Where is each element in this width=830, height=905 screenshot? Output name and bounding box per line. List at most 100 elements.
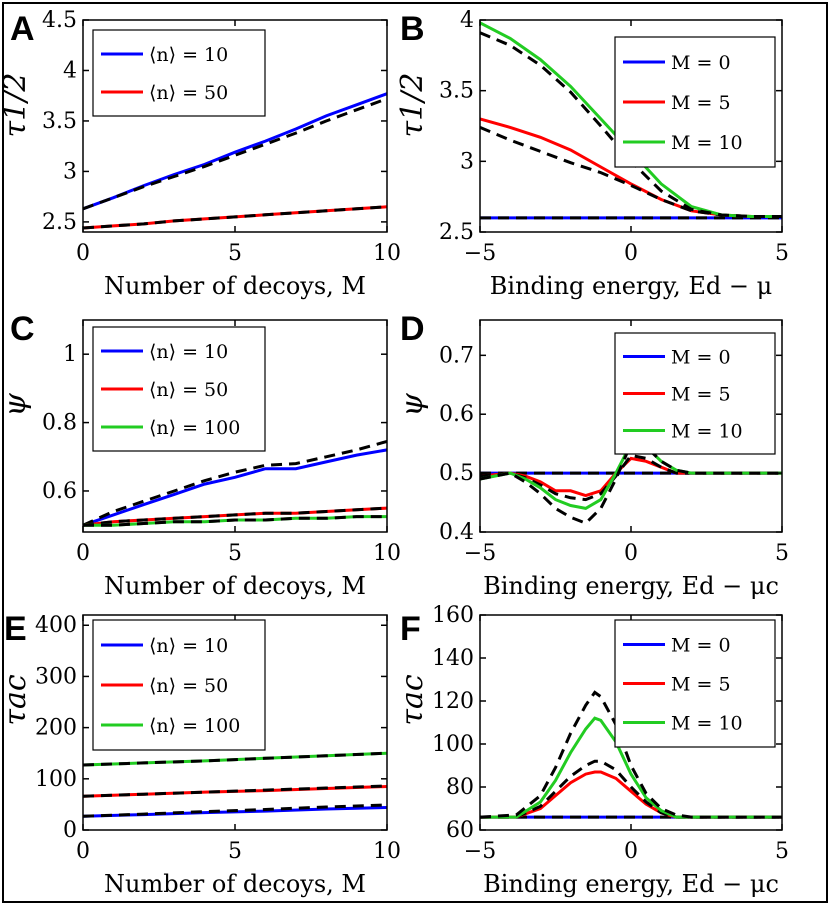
legend-label: M = 5 xyxy=(671,384,731,406)
y-axis-label: ψ xyxy=(395,393,430,417)
x-tick-label: 5 xyxy=(775,541,789,566)
series-line-b-3 xyxy=(479,126,782,218)
legend-box xyxy=(92,29,266,117)
y-tick-label: 4 xyxy=(460,8,474,33)
y-tick-label: 60 xyxy=(446,818,474,843)
y-tick-label: 3.5 xyxy=(42,109,77,134)
y-axis-label: τac xyxy=(0,674,33,725)
x-tick-label: 10 xyxy=(373,541,401,566)
legend-label: ⟨n⟩ = 50 xyxy=(149,675,228,697)
series-line-c-3 xyxy=(82,506,388,527)
x-tick-label: −5 xyxy=(464,541,496,566)
series-line-e-3 xyxy=(82,784,388,798)
x-axis-label: Binding energy, Ed − μc xyxy=(483,870,779,898)
x-tick-label: 0 xyxy=(624,541,638,566)
panel-letter: C xyxy=(10,310,35,348)
legend-label: M = 0 xyxy=(671,52,731,74)
panel-letter: A xyxy=(10,10,35,48)
legend-label: M = 10 xyxy=(671,421,743,443)
panel-letter: B xyxy=(400,10,425,48)
y-tick-label: 2.5 xyxy=(42,210,77,235)
y-tick-label: 3 xyxy=(63,159,77,184)
series-line-a-3 xyxy=(82,205,388,230)
x-tick-label: −5 xyxy=(464,839,496,864)
x-tick-label: 5 xyxy=(775,839,789,864)
legend-label: M = 5 xyxy=(671,92,731,114)
panel-letter: E xyxy=(4,610,27,648)
y-tick-label: 0.7 xyxy=(439,343,474,368)
series-line-d-3 xyxy=(479,453,782,502)
legend-label: M = 10 xyxy=(671,713,743,735)
x-tick-label: 0 xyxy=(624,241,638,266)
panel-d: −5 0 5 0.4 0.5 0.6 0.7 Binding energy, Ed − μc ψ… xyxy=(395,310,789,600)
x-axis-label: Number of decoys, M xyxy=(104,272,366,300)
y-tick-label: 4 xyxy=(63,58,77,83)
series-line-f-4 xyxy=(480,716,782,819)
y-tick-label: 0.4 xyxy=(439,520,474,545)
legend-label: M = 0 xyxy=(671,635,731,657)
panel-b: −5 0 5 2.5 3 3.5 4 Binding energy, Ed − μ τ1/2 B M… xyxy=(395,8,789,300)
x-axis-label: Number of decoys, M xyxy=(104,572,366,600)
y-tick-label: 0 xyxy=(63,818,77,843)
y-tick-label: 3.5 xyxy=(439,79,474,104)
x-tick-label: 0 xyxy=(76,839,90,864)
y-tick-label: 0.6 xyxy=(439,402,474,427)
series-line-c-5 xyxy=(83,515,387,527)
x-axis-label: Binding energy, Ed − μc xyxy=(483,572,779,600)
series-line-c-0 xyxy=(82,448,388,527)
y-tick-label: 80 xyxy=(446,775,474,800)
y-tick-label: 0.5 xyxy=(439,461,474,486)
x-tick-label: 5 xyxy=(775,241,789,266)
y-tick-label: 120 xyxy=(432,689,474,714)
x-tick-label: 5 xyxy=(228,241,242,266)
legend-label: ⟨n⟩ = 10 xyxy=(149,44,228,66)
y-axis-label: τac xyxy=(395,674,430,725)
y-tick-label: 3 xyxy=(460,149,474,174)
y-tick-label: 400 xyxy=(35,613,77,638)
legend-label: M = 0 xyxy=(671,347,731,369)
panel-f: −5 0 5 60 80 100 120 140 160 Binding energy, Ed −… xyxy=(395,603,789,898)
legend-label: M = 10 xyxy=(671,132,743,154)
x-tick-label: 0 xyxy=(76,241,90,266)
x-tick-label: 5 xyxy=(228,541,242,566)
legend-label: M = 5 xyxy=(671,674,731,696)
x-axis-label: Binding energy, Ed − μ xyxy=(490,272,772,300)
y-tick-label: 2.5 xyxy=(439,220,474,245)
y-tick-label: 100 xyxy=(432,732,474,757)
y-axis-label: ψ xyxy=(0,393,33,417)
x-tick-label: 10 xyxy=(373,839,401,864)
panel-c: 0 5 10 0.6 0.8 1 Number of decoys, M ψ C ⟨n⟩ = 10… xyxy=(0,310,401,600)
series-line-e-5 xyxy=(82,751,388,767)
y-tick-label: 160 xyxy=(432,603,474,628)
panel-letter: F xyxy=(400,610,421,648)
y-tick-label: 4.5 xyxy=(42,8,77,33)
series-line-c-1 xyxy=(82,439,388,527)
series-line-f-3 xyxy=(480,759,782,819)
x-tick-label: −5 xyxy=(464,241,496,266)
x-tick-label: 10 xyxy=(373,241,401,266)
y-tick-label: 1 xyxy=(63,342,77,367)
y-tick-label: 140 xyxy=(432,646,474,671)
x-tick-label: 0 xyxy=(624,839,638,864)
y-tick-label: 0.6 xyxy=(42,479,77,504)
panel-letter: D xyxy=(400,310,425,348)
legend-label: ⟨n⟩ = 50 xyxy=(149,82,228,104)
series-line-f-5 xyxy=(479,690,782,819)
panel-a: 0 5 10 2.5 3 3.5 4 4.5 Number of decoys, M τ1/2 A ⟨… xyxy=(0,8,401,300)
y-tick-label: 200 xyxy=(35,716,77,741)
x-tick-label: 5 xyxy=(228,839,242,864)
legend-label: ⟨n⟩ = 100 xyxy=(149,417,240,439)
y-tick-label: 100 xyxy=(35,767,77,792)
legend-label: ⟨n⟩ = 50 xyxy=(149,379,228,401)
series-line-d-5 xyxy=(479,441,782,525)
legend-label: ⟨n⟩ = 10 xyxy=(149,341,228,363)
y-tick-label: 0.8 xyxy=(42,411,77,436)
y-axis-label: τ1/2 xyxy=(0,73,33,138)
y-tick-label: 300 xyxy=(35,664,77,689)
x-axis-label: Number of decoys, M xyxy=(104,870,366,898)
x-tick-label: 0 xyxy=(76,541,90,566)
y-axis-label: τ1/2 xyxy=(395,73,430,138)
